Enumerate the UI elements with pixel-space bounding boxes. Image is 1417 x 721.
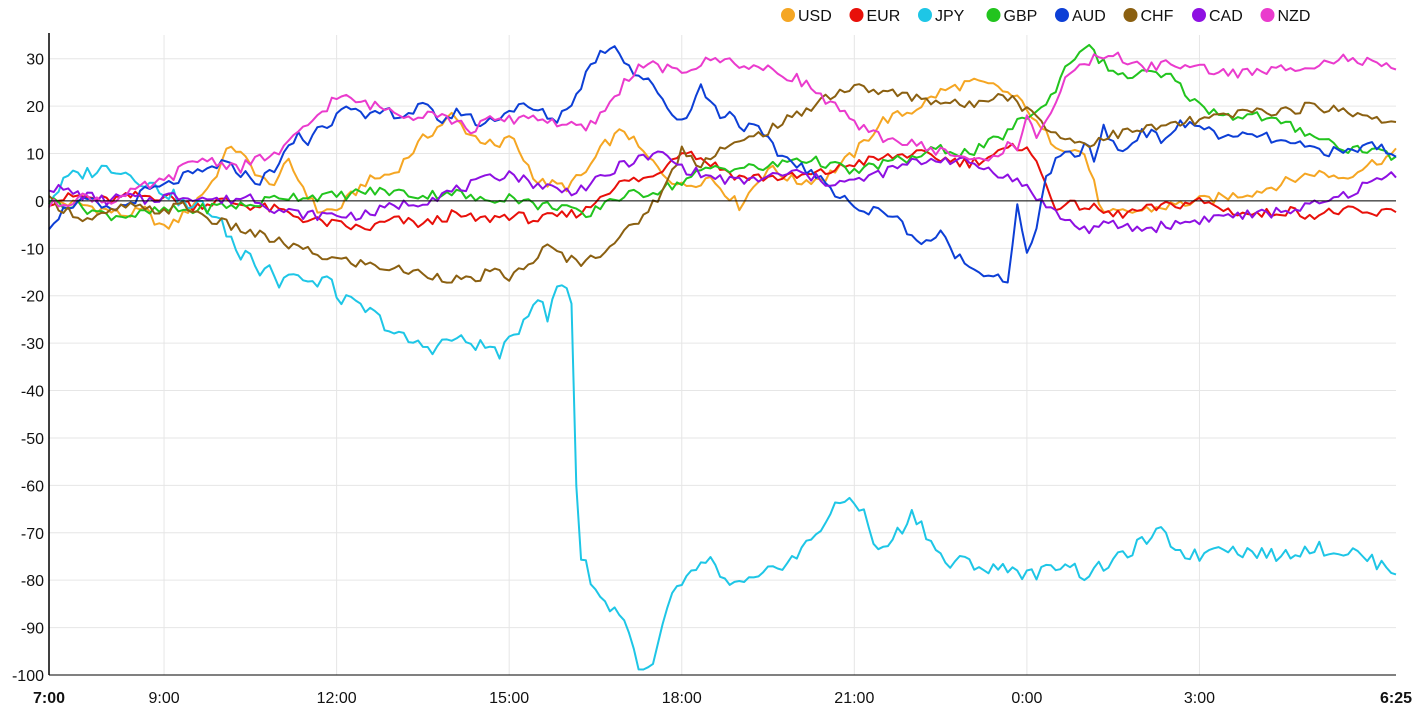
series-line-cad [48, 150, 1397, 235]
legend-label-jpy: JPY [935, 8, 965, 25]
x-tick-label: 7:00 [33, 690, 65, 707]
y-tick-label: -60 [21, 478, 44, 495]
y-tick-label: 0 [35, 194, 44, 211]
legend-marker-usd [781, 8, 795, 22]
y-tick-label: 10 [26, 147, 44, 164]
x-tick-label: 3:00 [1184, 690, 1215, 707]
x-tick-label: 9:00 [148, 690, 179, 707]
y-tick-label: -20 [21, 289, 44, 306]
series-line-jpy [48, 164, 1397, 671]
y-tick-label: -40 [21, 384, 44, 401]
series-line-chf [48, 83, 1397, 284]
y-tick-label: -80 [21, 573, 44, 590]
series-line-gbp [48, 43, 1397, 222]
y-tick-label: -30 [21, 336, 44, 353]
x-tick-label: 15:00 [489, 690, 529, 707]
series-line-eur [48, 142, 1397, 232]
legend-label-aud: AUD [1072, 8, 1106, 25]
legend-label-cad: CAD [1209, 8, 1243, 25]
axes: 30 20 10 0 -10 -20 -30 -40 -50 -60 -70 -80 -90 -100 7:… [12, 33, 1412, 707]
legend-marker-gbp [986, 8, 1001, 22]
y-tick-label: -70 [21, 526, 44, 543]
legend-label-nzd: NZD [1278, 8, 1311, 25]
series-line-nzd [48, 51, 1397, 208]
legend-marker-aud [1055, 8, 1069, 22]
legend-label-usd: USD [798, 8, 832, 25]
x-tick-label: 0:00 [1011, 690, 1042, 707]
y-tick-label: -10 [21, 241, 44, 258]
y-tick-label: -100 [12, 668, 44, 685]
legend-marker-nzd [1260, 8, 1275, 22]
legend-marker-cad [1192, 8, 1206, 22]
y-tick-label: 30 [26, 52, 44, 69]
legend: USD EUR JPY GBP AUD CHF CAD NZD [781, 8, 1310, 25]
y-tick-label: -90 [21, 621, 44, 638]
grid [49, 35, 1396, 676]
x-tick-label: 12:00 [317, 690, 357, 707]
y-tick-label: 20 [26, 99, 44, 116]
series-line-usd [48, 77, 1397, 230]
y-tick-label: -50 [21, 431, 44, 448]
x-tick-label: 6:25 [1380, 690, 1412, 707]
legend-label-gbp: GBP [1004, 8, 1038, 25]
legend-marker-jpy [918, 8, 932, 22]
series-lines [48, 43, 1397, 671]
legend-label-chf: CHF [1141, 8, 1174, 25]
x-tick-label: 21:00 [834, 690, 874, 707]
legend-marker-eur [849, 8, 864, 22]
legend-marker-chf [1123, 8, 1138, 22]
x-tick-label: 18:00 [662, 690, 702, 707]
legend-label-eur: EUR [867, 8, 901, 25]
series-line-aud [48, 45, 1397, 284]
